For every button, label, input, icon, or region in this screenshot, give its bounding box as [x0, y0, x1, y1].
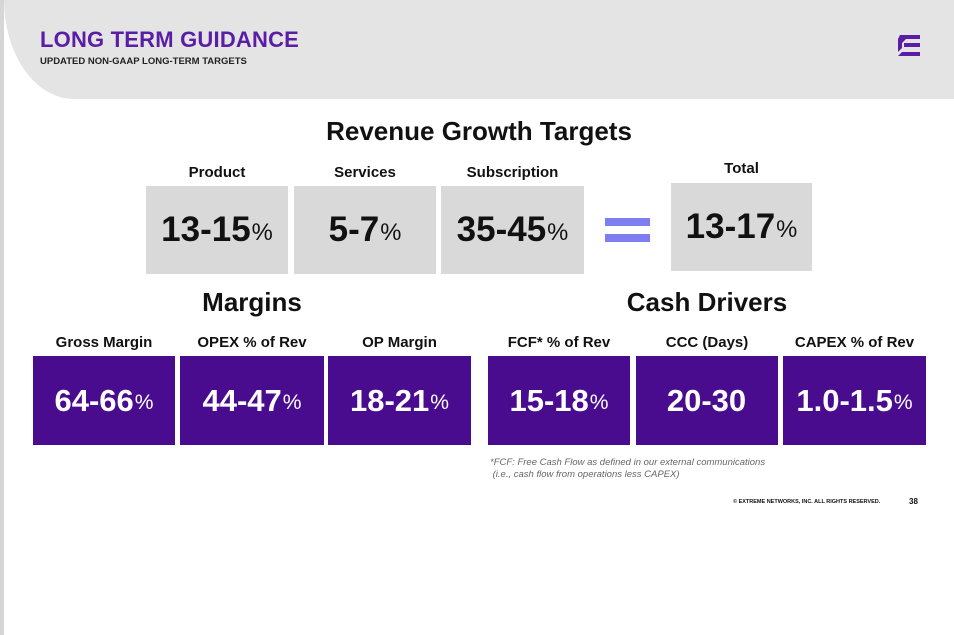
subscription-range: 35-45	[456, 210, 547, 249]
capex-range: 1.0-1.5	[796, 382, 893, 418]
ccc-range: 20-30	[666, 382, 747, 418]
subscription-label: Subscription	[466, 164, 559, 181]
margins-section-title: Margins	[202, 287, 302, 317]
slide-left-edge	[0, 0, 4, 635]
ccc-box: 20-30	[636, 356, 778, 445]
product-target-box: 13-15%	[146, 186, 288, 274]
capex-unit: %	[893, 391, 913, 415]
op-margin-box: 18-21%	[328, 356, 471, 445]
footnote-line-1: *FCF: Free Cash Flow as defined in our e…	[490, 457, 766, 468]
gross-margin-range: 64-66	[54, 382, 134, 418]
fcf-range: 15-18	[509, 382, 589, 418]
product-range: 13-15	[161, 210, 251, 249]
services-target-box: 5-7%	[294, 186, 436, 274]
product-label: Product	[188, 164, 246, 181]
subscription-target-box: 35-45%	[441, 186, 584, 274]
opex-range: 44-47	[202, 382, 282, 418]
cash-section-title: Cash Drivers	[626, 287, 788, 317]
capex-label: CAPEX % of Rev	[794, 334, 915, 351]
slide-subtitle: UPDATED NON-GAAP LONG-TERM TARGETS	[40, 56, 247, 67]
total-target-box: 13-17%	[671, 183, 812, 271]
op-margin-label: OP Margin	[362, 334, 437, 351]
total-unit: %	[776, 215, 798, 243]
footnote-line-2: (i.e., cash flow from operations less CA…	[490, 469, 680, 480]
opex-box: 44-47%	[180, 356, 324, 445]
equals-icon	[605, 218, 650, 242]
fcf-box: 15-18%	[488, 356, 630, 445]
revenue-section-title: Revenue Growth Targets	[326, 116, 632, 146]
fcf-unit: %	[589, 391, 609, 415]
capex-box: 1.0-1.5%	[783, 356, 926, 445]
slide-title: LONG TERM GUIDANCE	[40, 27, 300, 52]
services-label: Services	[334, 164, 396, 181]
gross-margin-box: 64-66%	[33, 356, 175, 445]
total-label: Total	[724, 160, 759, 177]
total-range: 13-17	[685, 207, 776, 246]
gross-margin-unit: %	[134, 391, 154, 415]
op-margin-range: 18-21	[349, 382, 430, 418]
fcf-footnote: *FCF: Free Cash Flow as defined in our e…	[490, 457, 765, 481]
ccc-label: CCC (Days)	[665, 334, 749, 351]
services-range: 5-7	[328, 210, 380, 249]
product-unit: %	[251, 218, 273, 246]
page-number: 38	[909, 497, 918, 506]
copyright-footer: © EXTREME NETWORKS, INC. ALL RIGHTS RESE…	[733, 499, 881, 505]
fcf-label: FCF* % of Rev	[507, 334, 611, 351]
header-band	[4, 0, 954, 99]
services-unit: %	[380, 218, 402, 246]
opex-unit: %	[282, 391, 302, 415]
subscription-unit: %	[547, 218, 569, 246]
op-margin-unit: %	[430, 391, 450, 415]
opex-label: OPEX % of Rev	[197, 334, 307, 351]
extreme-logo-icon	[898, 35, 920, 56]
gross-margin-label: Gross Margin	[55, 334, 153, 351]
